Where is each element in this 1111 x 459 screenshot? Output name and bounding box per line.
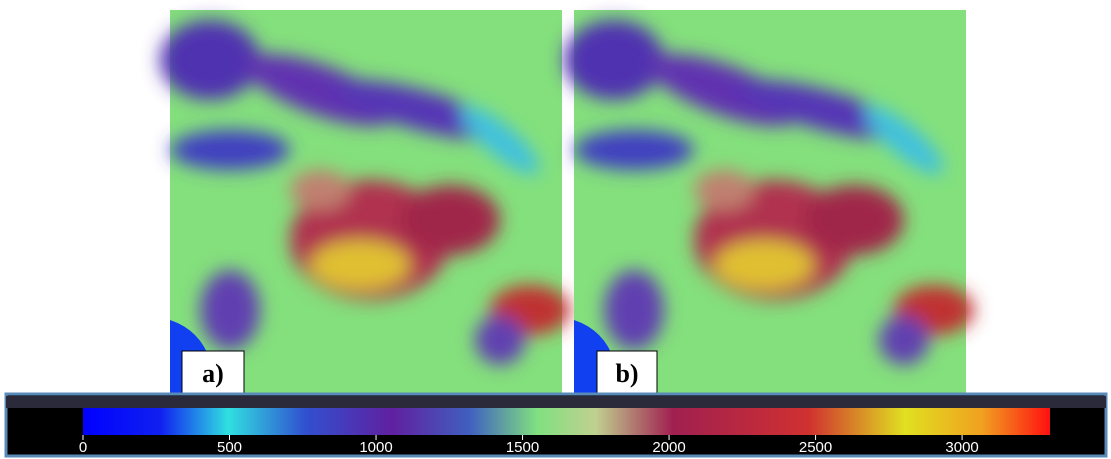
tick-label: 1000 (359, 439, 392, 456)
label-box (181, 350, 245, 396)
tick-label: 1500 (506, 439, 539, 456)
panel-image (160, 10, 570, 400)
tick-label: 2000 (652, 439, 685, 456)
tick-label: 500 (217, 439, 242, 456)
panel-label: b) (615, 359, 638, 388)
label-box (596, 350, 658, 396)
colorbar-top (6, 396, 1106, 408)
tick-label: 0 (79, 439, 87, 456)
tick-label: 3000 (945, 439, 978, 456)
panel-label: a) (202, 359, 224, 388)
colorbar (83, 408, 1050, 435)
panel-image (564, 10, 974, 400)
tick-label: 2500 (799, 439, 832, 456)
